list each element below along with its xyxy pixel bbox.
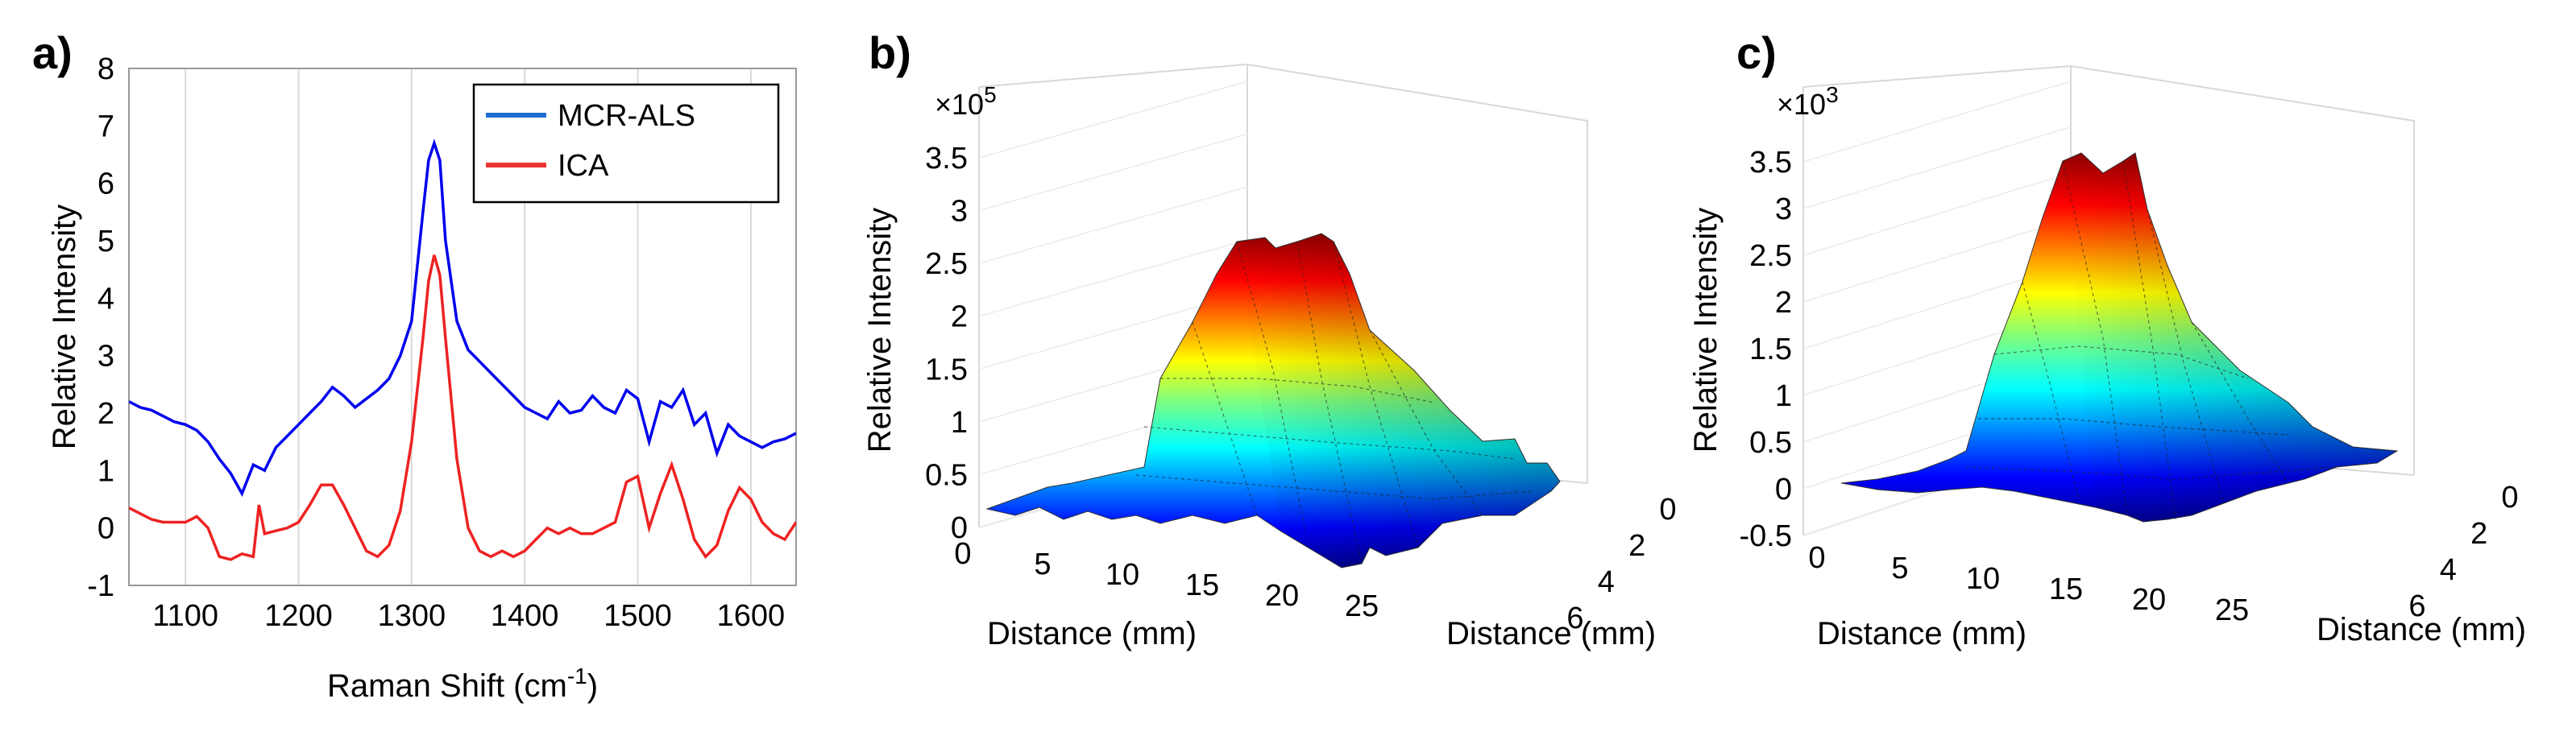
c-surface-shade <box>2063 153 2397 522</box>
b-z-tick-label: 2.5 <box>925 247 968 281</box>
b-x-tick-label: 20 <box>1265 579 1299 613</box>
c-z-gridline <box>1802 217 2072 303</box>
b-multiplier: ×105 <box>935 82 997 121</box>
c-y-tick-label: 0 <box>2501 481 2518 515</box>
c-z-gridline <box>1802 172 2072 256</box>
b-z-tick-label: 1.5 <box>925 353 968 387</box>
b-z-tick-label: 1 <box>951 406 968 440</box>
a-y-tick-label: 5 <box>97 225 114 258</box>
c-z-gridline <box>1802 81 2072 163</box>
b-x-ticks: 0 5 10 15 20 25 <box>954 537 1379 623</box>
b-x-tick-label: 5 <box>1034 548 1051 581</box>
a-x-axis-label: Raman Shift (cm-1) <box>327 664 598 704</box>
c-y-tick-label: 6 <box>2408 589 2425 623</box>
c-z-tick-label: 0 <box>1775 473 1792 506</box>
c-z-tick-label: 1 <box>1775 379 1792 413</box>
c-x-ticks: 0 5 10 15 20 25 <box>1808 541 2249 627</box>
c-surface-mesh <box>1965 160 2337 520</box>
c-y-tick-label: 4 <box>2440 553 2457 587</box>
b-x-tick-label: 25 <box>1345 589 1379 623</box>
panel-c-surface-plot: c) ×103 -0.500.511.522.533.5 0 5 10 15 20 25 <box>1688 27 2526 651</box>
c-x-tick-label: 0 <box>1808 541 1825 575</box>
c-z-tick-label: 2.5 <box>1749 239 1792 273</box>
b-z-ticks: 0 0.5 1 1.5 2 2.5 3 3.5 <box>925 142 968 545</box>
a-y-tick-label: -1 <box>87 569 114 603</box>
b-y-tick-label: 6 <box>1566 602 1583 635</box>
panel-b-surface-plot: b) ×105 0 0.5 1 1.5 2 2.5 3 3.5 0 5 10 15 2 <box>862 27 1677 651</box>
c-z-tick-label: 0.5 <box>1749 426 1792 460</box>
b-surface <box>985 233 1561 568</box>
b-y-tick-label: 0 <box>1659 493 1676 527</box>
b-z-tick-label: 0 <box>951 511 968 545</box>
a-y-axis-label: Relative Intensity <box>47 205 82 450</box>
a-x-tick-label: 1300 <box>378 599 446 633</box>
b-x-axis-label: Distance (mm) <box>987 616 1197 651</box>
c-z-gridline <box>1802 126 2072 209</box>
a-y-tick-label: 0 <box>97 512 114 546</box>
c-surface <box>1840 152 2399 523</box>
b-z-gridline <box>978 81 1248 159</box>
a-legend-box <box>472 83 780 204</box>
b-z-gridline <box>978 186 1248 264</box>
c-z-tick-label: 2 <box>1775 286 1792 320</box>
a-x-tick-label: 1600 <box>717 599 786 633</box>
panel-a-line-chart: a) 1100 1200 1300 1400 1500 1600 -1012345678 … <box>32 27 797 704</box>
b-y-axis-label: Distance (mm) <box>1446 616 1656 651</box>
a-plot-frame <box>128 68 797 586</box>
legend-label-mcr-als: MCR-ALS <box>558 99 695 133</box>
c-y-tick-label: 2 <box>2470 517 2487 551</box>
c-y-axis-label: Distance (mm) <box>2317 612 2526 647</box>
series-line-mcr-als <box>129 138 796 497</box>
b-x-tick-label: 15 <box>1185 568 1219 602</box>
b-z-tick-label: 2 <box>951 300 968 334</box>
a-y-tick-label: 8 <box>97 52 114 86</box>
c-z-tick-label: -0.5 <box>1740 519 1792 553</box>
panel-c-label: c) <box>1736 27 1777 78</box>
a-y-tick-label: 1 <box>97 454 114 488</box>
b-y-tick-label: 4 <box>1598 565 1615 599</box>
c-x-tick-label: 20 <box>2132 583 2166 617</box>
b-z-gridline <box>978 133 1248 212</box>
c-x-tick-label: 15 <box>2049 573 2083 606</box>
c-z-axis-label: Relative Intensity <box>1688 208 1724 453</box>
c-x-tick-label: 10 <box>1966 562 2000 596</box>
a-x-tick-label: 1400 <box>491 599 559 633</box>
series-line-ica <box>129 254 796 561</box>
panel-b-label: b) <box>869 27 911 78</box>
c-z-tick-label: 1.5 <box>1749 333 1792 366</box>
a-x-ticks: 1100 1200 1300 1400 1500 1600 <box>152 599 785 633</box>
a-x-tick-label: 1100 <box>152 599 218 633</box>
b-z-tick-label: 3 <box>951 195 968 229</box>
c-z-tick-label: 3.5 <box>1749 146 1792 180</box>
c-x-axis-label: Distance (mm) <box>1817 616 2026 651</box>
a-y-tick-label: 2 <box>97 397 114 431</box>
a-y-tick-label: 4 <box>97 282 114 316</box>
b-surface-mesh <box>1135 241 1532 564</box>
legend-label-ica: ICA <box>558 149 609 183</box>
c-z-ticks: -0.5 0 0.5 1 1.5 2 2.5 3 3.5 <box>1740 146 1792 553</box>
c-x-tick-label: 25 <box>2215 593 2249 627</box>
b-z-gridline <box>978 238 1248 317</box>
b-x-tick-label: 10 <box>1105 558 1139 592</box>
a-y-tick-label: 7 <box>97 110 114 143</box>
a-y-ticks: -1 0 1 2 3 4 5 6 7 8 <box>87 52 114 603</box>
a-y-tick-label: 6 <box>97 167 114 201</box>
c-multiplier: ×103 <box>1777 82 1839 121</box>
b-z-tick-label: 0.5 <box>925 458 968 492</box>
a-x-tick-label: 1500 <box>604 599 672 633</box>
b-y-tick-label: 2 <box>1628 529 1645 563</box>
c-z-tick-label: 3 <box>1775 192 1792 226</box>
c-x-tick-label: 5 <box>1891 552 1908 585</box>
panel-a-label: a) <box>32 27 73 78</box>
a-y-tick-label: 3 <box>97 340 114 374</box>
b-z-tick-label: 3.5 <box>925 142 968 176</box>
a-legend: MCR-ALS ICA <box>472 83 780 204</box>
b-z-axis-label: Relative Intensity <box>862 208 898 453</box>
b-surface-shade <box>1237 234 1560 568</box>
a-x-tick-label: 1200 <box>264 599 333 633</box>
b-x-tick-label: 0 <box>954 537 971 571</box>
